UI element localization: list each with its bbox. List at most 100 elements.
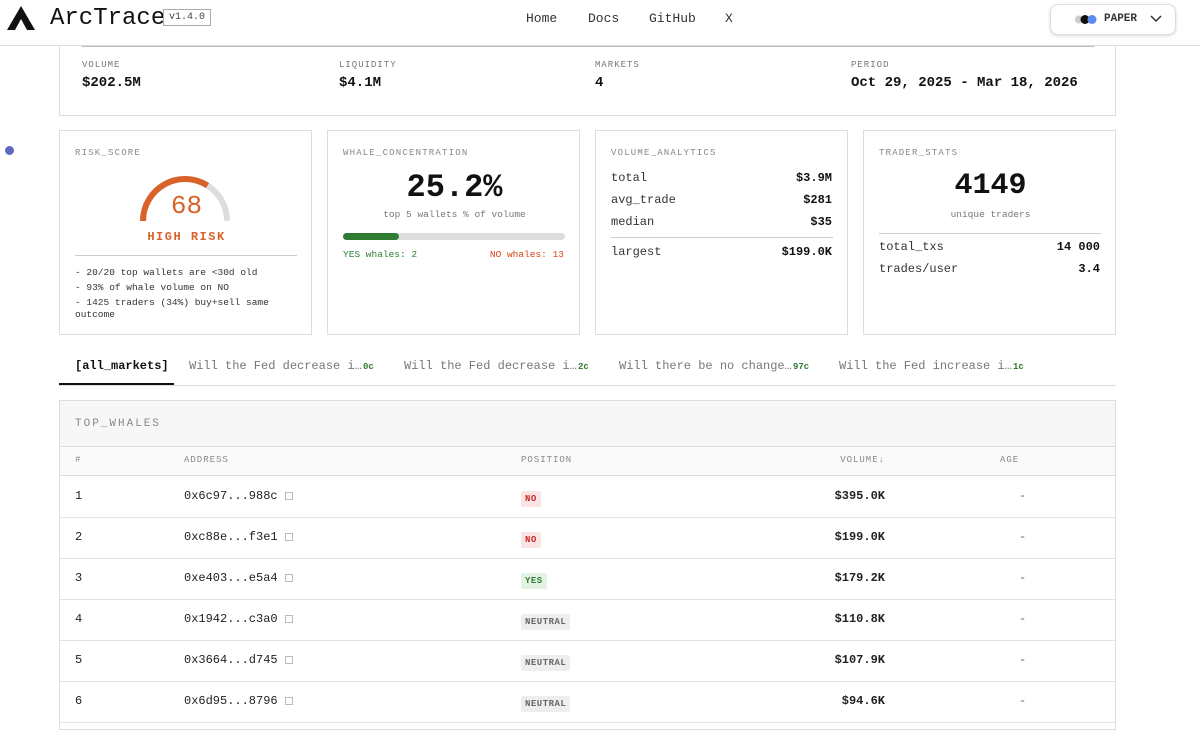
nav-link[interactable]: Docs: [588, 11, 620, 26]
card-title: RISK_SCORE: [75, 148, 142, 158]
risk-level: HIGH RISK: [147, 230, 226, 244]
table-row: [60, 517, 1115, 559]
row-rank: 4: [75, 612, 83, 626]
position-badge: NEUTRAL: [521, 655, 571, 671]
copy-icon[interactable]: [284, 614, 293, 623]
summary-label: MARKETS: [595, 60, 640, 70]
market-tab[interactable]: Will the Fed increase i…: [839, 359, 1012, 373]
stat-value: $35: [810, 215, 832, 229]
row-rank: 6: [75, 694, 83, 708]
column-label: ADDRESS: [184, 455, 229, 465]
summary-value: $4.1M: [339, 75, 382, 91]
address[interactable]: 0x1942...c3a0: [184, 612, 293, 626]
stat-value: 3.4: [1078, 262, 1100, 276]
position-badge: NEUTRAL: [521, 696, 571, 712]
table-row: [60, 599, 1115, 641]
market-tab[interactable]: Will there be no change…: [619, 359, 792, 373]
stat-label: median: [611, 215, 655, 229]
summary: [59, 46, 1116, 116]
table-row: [60, 681, 1115, 723]
stat-value: 14 000: [1056, 240, 1100, 254]
whales-table: TOP_WHALES # ADDRESS POSITION VOLUME↓ AGE 1 0x…: [59, 400, 1116, 730]
gauge-fill: [140, 176, 210, 222]
card-title: VOLUME_ANALYTICS: [611, 148, 717, 158]
volume-card: VOLUME_ANALYTICS largest $199.0K total $3…: [595, 130, 848, 335]
summary-label: PERIOD: [851, 60, 890, 70]
caption: unique traders: [950, 209, 1031, 220]
nav-link[interactable]: X: [725, 11, 733, 26]
whale-card: WHALE_CONCENTRATION 25.2% top 5 wallets …: [327, 130, 580, 335]
logo[interactable]: ArcTrace: [50, 5, 166, 32]
risk-note: - 93% of whale volume on NO: [75, 282, 229, 293]
copy-icon[interactable]: [284, 491, 293, 500]
progress-track: [343, 233, 565, 240]
summary-label: LIQUIDITY: [339, 60, 397, 70]
whale-value: 25.2%: [406, 169, 503, 206]
row-rank: 5: [75, 653, 83, 667]
age: -: [1019, 571, 1027, 585]
volume: $199.0K: [834, 530, 885, 544]
address-text: 0xe403...e5a4: [184, 571, 278, 585]
copy-icon[interactable]: [284, 532, 293, 541]
traders-card: TRADER_STATS 4149 unique traders total_t…: [863, 130, 1116, 335]
age: -: [1019, 653, 1027, 667]
header: ArcTrace v1.4.0 Home Docs GitHub X PAPER: [0, 0, 1200, 46]
age: -: [1019, 530, 1027, 544]
market-price: 0c: [363, 362, 374, 372]
market-price: 2c: [578, 362, 589, 372]
status-dot: [5, 146, 14, 155]
stat-value: $281: [803, 193, 832, 207]
version: v1.4.0: [163, 9, 212, 26]
volume: $179.2K: [834, 571, 885, 585]
gauge: [140, 176, 230, 222]
copy-icon[interactable]: [284, 696, 293, 705]
table-title: TOP_WHALES: [75, 418, 162, 430]
summary-value: 4: [595, 75, 604, 91]
column-label[interactable]: VOLUME↓: [840, 455, 885, 465]
address[interactable]: 0x6c97...988c: [184, 489, 293, 503]
market-tab[interactable]: [all_markets]: [75, 359, 169, 373]
risk-card: RISK_SCORE 68 HIGH RISK - 20/20 top wall…: [59, 130, 312, 335]
risk-note: - 20/20 top wallets are <30d old: [75, 267, 258, 278]
risk-score: 68: [170, 191, 203, 221]
yes-whales: YES whales: 2: [343, 249, 418, 260]
stat-label: largest: [611, 245, 662, 259]
nav-link[interactable]: GitHub: [649, 11, 696, 26]
age: -: [1019, 612, 1027, 626]
address[interactable]: 0xe403...e5a4: [184, 571, 293, 585]
position-badge: NO: [521, 532, 541, 548]
card-title: WHALE_CONCENTRATION: [343, 148, 469, 158]
market-tab[interactable]: Will the Fed decrease i…: [404, 359, 577, 373]
stat-label: total: [611, 171, 648, 185]
market-price: 1c: [1013, 362, 1024, 372]
table-header: [60, 401, 1115, 447]
theme-icon: [1075, 15, 1097, 24]
caption: top 5 wallets % of volume: [383, 209, 526, 220]
volume: $110.8K: [834, 612, 885, 626]
row-rank: 2: [75, 530, 83, 544]
row-rank: 3: [75, 571, 83, 585]
theme-button[interactable]: PAPER: [1050, 4, 1176, 35]
volume: $107.9K: [834, 653, 885, 667]
address[interactable]: 0x3664...d745: [184, 653, 293, 667]
risk-note: - 1425 traders (34%) buy+sell same outco…: [75, 297, 269, 320]
summary-label: VOLUME: [82, 60, 121, 70]
address[interactable]: 0xc88e...f3e1: [184, 530, 293, 544]
age: -: [1019, 694, 1027, 708]
summary-value: Oct 29, 2025 - Mar 18, 2026: [851, 75, 1078, 91]
age: -: [1019, 489, 1027, 503]
column-label: AGE: [1000, 455, 1020, 465]
stat-label: avg_trade: [611, 193, 676, 207]
copy-icon[interactable]: [284, 655, 293, 664]
stat-label: total_txs: [879, 240, 944, 254]
nav-link[interactable]: Home: [526, 11, 558, 26]
address-text: 0x1942...c3a0: [184, 612, 278, 626]
copy-icon[interactable]: [284, 573, 293, 582]
address[interactable]: 0x6d95...8796: [184, 694, 293, 708]
market-tab[interactable]: Will the Fed decrease i…: [189, 359, 362, 373]
column-label: #: [75, 455, 82, 465]
table-row: [60, 640, 1115, 682]
address-text: 0x3664...d745: [184, 653, 278, 667]
volume: $395.0K: [834, 489, 885, 503]
